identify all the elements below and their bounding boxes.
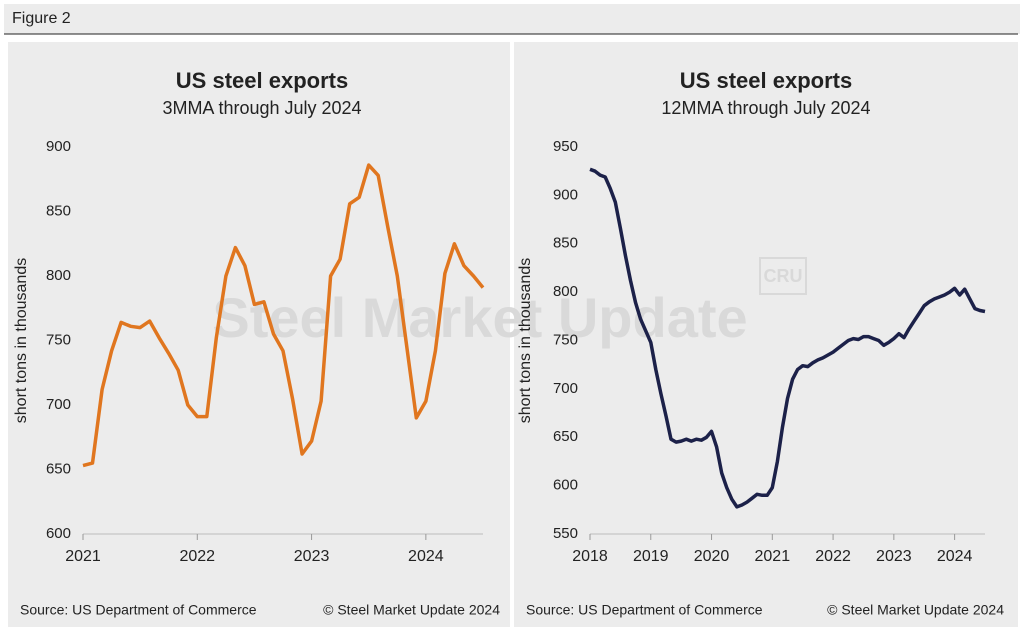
watermark-logo-box [759, 257, 807, 295]
y-tick-label: 700 [46, 396, 71, 413]
y-tick-label: 900 [553, 186, 578, 203]
source: Source: US Department of Commerce [526, 602, 763, 618]
panel [514, 42, 1018, 627]
x-tick-label: 2022 [179, 548, 215, 565]
x-tick-label: 2023 [294, 548, 330, 565]
x-tick-label: 2020 [694, 548, 730, 565]
charts: US steel exports 3MMA through July 2024 sh… [13, 68, 1004, 618]
y-tick-label: 750 [553, 331, 578, 348]
y-tick-label: 850 [46, 202, 71, 219]
copyright: © Steel Market Update 2024 [323, 602, 500, 618]
source: Source: US Department of Commerce [20, 602, 257, 618]
figure-label: Figure 2 [12, 10, 71, 27]
x-tick-label: 2021 [755, 548, 791, 565]
data-line [82, 163, 485, 468]
data-line [589, 167, 986, 509]
watermark-logo: CRU [764, 266, 803, 286]
y-tick-label: 800 [553, 283, 578, 300]
y-axis-label: short tons in thousands [13, 258, 30, 423]
header-bar [4, 4, 1020, 34]
y-tick-label: 650 [553, 428, 578, 445]
chart-subtitle: 3MMA through July 2024 [162, 98, 361, 118]
y-tick-label: 900 [46, 138, 71, 155]
y-tick-label: 750 [46, 331, 71, 348]
chart-subtitle: 12MMA through July 2024 [661, 98, 870, 118]
x-tick-label: 2019 [633, 548, 669, 565]
x-tick-label: 2024 [408, 548, 444, 565]
y-tick-label: 550 [553, 525, 578, 542]
watermark: Steel Market Update [212, 286, 747, 349]
x-tick-label: 2018 [572, 548, 608, 565]
copyright: © Steel Market Update 2024 [827, 602, 1004, 618]
chart-title: US steel exports [176, 68, 348, 93]
y-tick-label: 850 [553, 235, 578, 252]
y-tick-label: 600 [553, 477, 578, 494]
y-tick-label: 600 [46, 525, 71, 542]
x-tick-label: 2024 [937, 548, 973, 565]
y-tick-label: 700 [553, 380, 578, 397]
y-tick-label: 800 [46, 267, 71, 284]
x-tick-label: 2021 [65, 548, 101, 565]
chart-title: US steel exports [680, 68, 852, 93]
y-axis-label: short tons in thousands [517, 258, 534, 423]
x-tick-label: 2022 [815, 548, 851, 565]
panel [8, 42, 510, 627]
x-tick-label: 2023 [876, 548, 912, 565]
y-tick-label: 950 [553, 138, 578, 155]
y-tick-label: 650 [46, 460, 71, 477]
